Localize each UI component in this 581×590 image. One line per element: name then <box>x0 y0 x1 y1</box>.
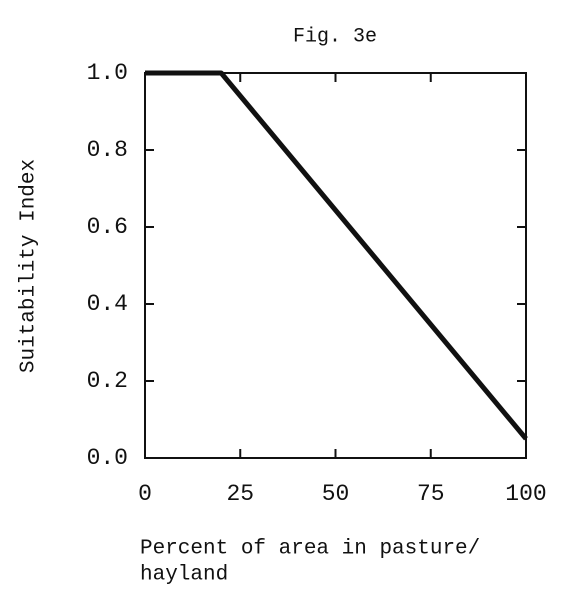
y-axis-label: Suitability Index <box>18 159 41 373</box>
x-axis-label: hayland <box>140 564 228 587</box>
y-tick-label: 1.0 <box>87 60 128 86</box>
y-tick-label: 0.0 <box>87 445 128 471</box>
x-tick-label: 100 <box>505 481 546 507</box>
data-line <box>145 70 528 441</box>
x-axis-label: Percent of area in pasture/ <box>140 538 480 561</box>
x-tick-label: 50 <box>322 481 350 507</box>
y-tick-label: 0.2 <box>87 368 128 394</box>
x-tick-label: 25 <box>226 481 254 507</box>
plot-frame <box>144 72 527 459</box>
x-tick-label: 75 <box>417 481 445 507</box>
chart-title: Fig. 3e <box>293 25 377 48</box>
y-tick-label: 0.8 <box>87 137 128 163</box>
y-tick-label: 0.6 <box>87 214 128 240</box>
x-tick-label: 0 <box>138 481 152 507</box>
y-tick-label: 0.4 <box>87 291 128 317</box>
